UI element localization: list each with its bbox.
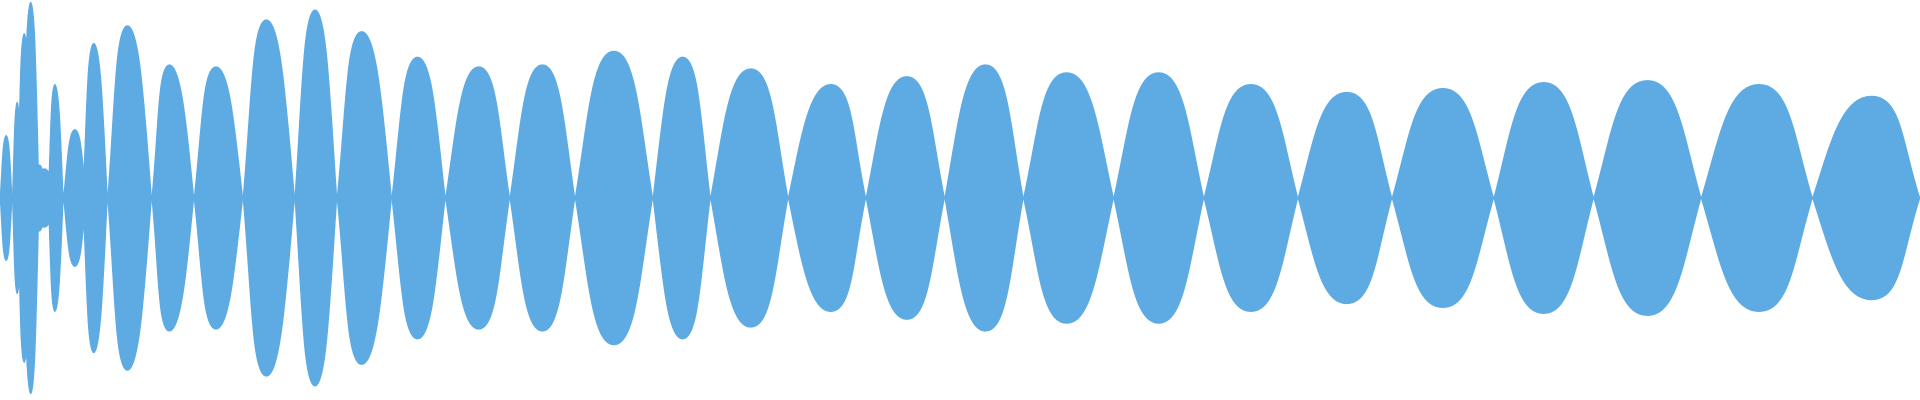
waveform-lobe-11 — [107, 25, 152, 371]
waveform-lobe-24 — [865, 76, 945, 320]
waveform-lobe-22 — [710, 68, 789, 328]
waveform-lobe-33 — [1700, 84, 1813, 312]
waveform-lobe-13 — [193, 66, 244, 330]
waveform-lobe-26 — [1023, 72, 1114, 324]
waveform-lobe-15 — [294, 9, 338, 387]
waveform-lobe-12 — [151, 64, 195, 332]
waveform-lobe-34 — [1812, 95, 1920, 301]
waveform-lobe-14 — [242, 19, 296, 377]
waveform-lobe-18 — [445, 66, 511, 330]
waveform-lobe-23 — [787, 84, 867, 312]
waveform-lobe-20 — [574, 50, 654, 346]
waveform-lobe-8 — [47, 84, 64, 312]
waveform-lobe-30 — [1391, 87, 1495, 309]
waveform-lobe-25 — [944, 64, 1024, 332]
waveform-lobe-10 — [82, 42, 108, 354]
waveform-lobe-27 — [1113, 72, 1205, 324]
waveform-lobe-16 — [336, 31, 392, 365]
waveform-lobe-0 — [0, 134, 13, 262]
waveform-lobe-29 — [1297, 91, 1393, 305]
waveform-lobe-32 — [1593, 80, 1702, 316]
waveform-lobe-31 — [1493, 82, 1594, 314]
waveform-lobe-28 — [1203, 84, 1299, 312]
waveform-lobe-19 — [509, 64, 576, 332]
waveform-lobe-21 — [652, 56, 711, 340]
waveform-lobe-17 — [391, 56, 446, 340]
